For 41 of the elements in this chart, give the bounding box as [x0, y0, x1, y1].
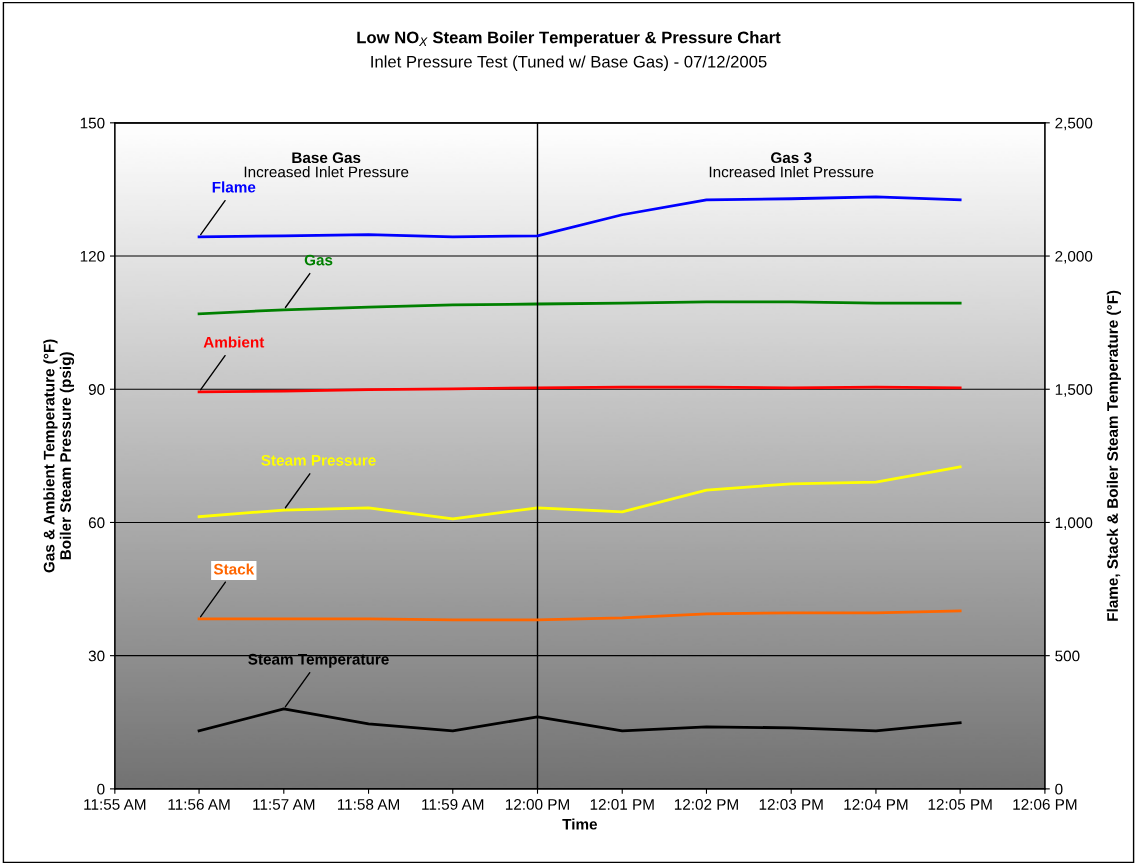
x-tick-label: 11:59 AM [422, 799, 484, 810]
annotation: Base Gas Increased Inlet Pressure [244, 152, 409, 178]
annotation: Gas 3 Increased Inlet Pressure [709, 152, 874, 178]
y-axis-title: Gas & Ambient Temperature (°F) Boiler Steam Pressure (psig) [43, 339, 75, 573]
y2-tick-label: 0 [1055, 783, 1063, 795]
text: Gas [304, 254, 333, 266]
x-tick-label: 11:56 AM [168, 799, 230, 810]
x-tick-label: 11:57 AM [253, 799, 315, 810]
text: Flame [212, 181, 256, 193]
x-tick-label: 12:02 PM [674, 799, 738, 810]
x-tick-label: 11:58 AM [337, 799, 399, 810]
y2-tick-label: 1,000 [1055, 517, 1093, 530]
x-tick-label: 11:55 AM [84, 799, 146, 810]
text: Steam Temperature [248, 653, 389, 668]
y-tick-label: 30 [88, 650, 105, 662]
chart-subtitle: Inlet Pressure Test (Tuned w/ Base Gas) - 07/12/2005 [371, 55, 767, 71]
text: Stack [213, 563, 255, 575]
line-series [197, 300, 962, 316]
x-tick-label: 12:04 PM [844, 799, 908, 810]
x-tick-label: 12:01 PM [590, 799, 654, 810]
x-tick-label: 12:06 PM [1013, 799, 1077, 810]
y2-axis-title: Flame, Stack & Boiler Steam Temperature (°F) [1106, 290, 1121, 621]
y-tick-label: 90 [88, 384, 105, 395]
x-axis-title: Time [562, 818, 598, 830]
text: Ambient [203, 336, 265, 348]
y-tick-label: 0 [97, 783, 105, 795]
line-series [197, 609, 962, 622]
y2-tick-label: 2,000 [1055, 250, 1093, 264]
y-tick-label: 150 [80, 117, 105, 129]
line-series [197, 465, 962, 521]
y-tick-label: 120 [80, 250, 105, 262]
chart-title: Low NO$_{X}$ Steam Boiler Temperatuer & Pressure Chart [357, 31, 781, 47]
x-tick-label: 12:00 PM [505, 799, 569, 810]
x-tick-label: 12:03 PM [759, 799, 823, 810]
x-tick-label: 12:05 PM [928, 799, 992, 810]
y2-tick-label: 2,500 [1055, 117, 1093, 131]
y2-tick-label: 500 [1055, 650, 1080, 662]
line-series [197, 195, 962, 239]
y-tick-label: 60 [88, 517, 105, 529]
text: Steam Pressure [261, 454, 376, 466]
y2-tick-label: 1,500 [1055, 384, 1093, 397]
